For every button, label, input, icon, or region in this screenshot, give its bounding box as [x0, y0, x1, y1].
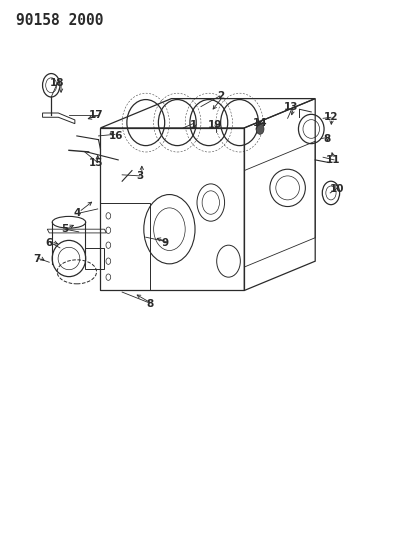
Text: 2: 2: [217, 91, 224, 101]
Text: 16: 16: [109, 131, 123, 141]
Text: 6: 6: [46, 238, 53, 247]
Text: 4: 4: [73, 208, 80, 218]
Text: 15: 15: [89, 158, 104, 167]
Text: 12: 12: [324, 112, 338, 122]
Text: 18: 18: [50, 78, 64, 87]
Text: 1: 1: [190, 120, 197, 130]
Text: 11: 11: [326, 155, 340, 165]
Text: 8: 8: [323, 134, 331, 143]
Text: 5: 5: [61, 224, 69, 234]
Text: 14: 14: [253, 118, 268, 127]
Text: 7: 7: [34, 254, 41, 263]
Text: 3: 3: [136, 171, 143, 181]
Text: 8: 8: [146, 299, 153, 309]
Text: 17: 17: [89, 110, 104, 119]
Text: 19: 19: [208, 120, 222, 130]
Text: 90158 2000: 90158 2000: [16, 13, 103, 28]
Text: 13: 13: [284, 102, 299, 111]
Text: 9: 9: [162, 238, 169, 247]
Circle shape: [256, 124, 264, 134]
Text: 10: 10: [330, 184, 344, 194]
